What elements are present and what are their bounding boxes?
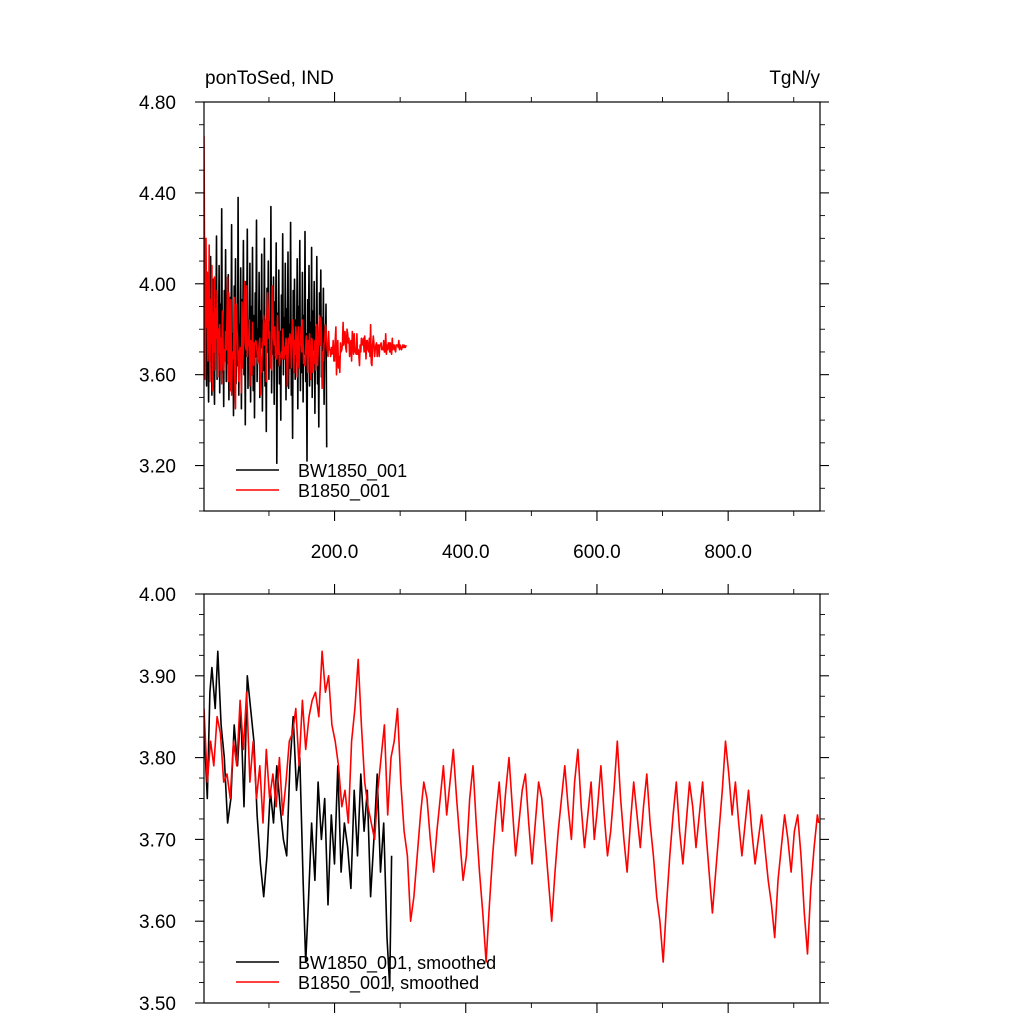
series-line-bw1850-001-smoothed [204, 650, 393, 988]
panel-top: 3.20 3.60 4.00 4.40 4.80 200.0 400.0 600.0 800.0… [139, 92, 829, 563]
legend-label: BW1850_001 [298, 461, 407, 482]
series-line-b1850-001-smoothed [204, 650, 820, 963]
y-tick-label: 4.00 [139, 585, 176, 606]
x-tick-label: 200.0 [311, 542, 359, 563]
y-tick-label: 3.80 [139, 749, 176, 770]
x-tick-label: 600.0 [573, 542, 621, 563]
panel1-title: ponToSed, IND [205, 68, 334, 89]
y-tick-label: 3.90 [139, 667, 176, 688]
legend-label: B1850_001 [298, 481, 390, 502]
y-tick-label: 3.70 [139, 830, 176, 851]
legend-label: B1850_001, smoothed [298, 973, 479, 994]
y-tick-label: 3.60 [139, 912, 176, 933]
x-tick-label: 400.0 [442, 542, 490, 563]
y-tick-label: 4.00 [139, 275, 176, 296]
y-tick-label: 4.80 [139, 93, 176, 114]
y-tick-label: 3.60 [139, 366, 176, 387]
y-tick-label: 3.50 [139, 994, 176, 1015]
y-tick-label: 3.20 [139, 457, 176, 478]
x-tick-label: 800.0 [704, 542, 752, 563]
panel1-units: TgN/y [769, 68, 820, 89]
legend-label: BW1850_001, smoothed [298, 953, 496, 974]
panel-bottom: 3.50 3.60 3.70 3.80 3.90 4.00 BW1850_001, smoo… [139, 584, 829, 1015]
series-line-b1850-001 [204, 136, 407, 410]
y-tick-label: 4.40 [139, 184, 176, 205]
